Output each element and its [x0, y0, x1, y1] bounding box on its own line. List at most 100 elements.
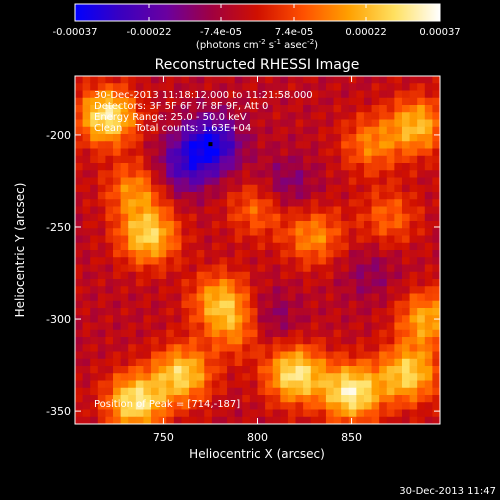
heatmap-cell: [211, 402, 220, 410]
heatmap-cell: [287, 271, 296, 280]
heatmap-cell: [257, 308, 266, 316]
heatmap-cell: [417, 344, 426, 352]
heatmap-cell: [135, 148, 144, 157]
heatmap-cell: [128, 184, 137, 193]
heatmap-cell: [303, 373, 312, 381]
heatmap-cell: [303, 315, 312, 323]
heatmap-cell: [151, 286, 160, 294]
heatmap-cell: [181, 163, 190, 171]
heatmap-cell: [173, 322, 182, 331]
heatmap-cell: [227, 271, 236, 280]
heatmap-cell: [189, 257, 198, 265]
heatmap-cell: [295, 293, 304, 302]
heatmap-cell: [135, 134, 144, 142]
heatmap-cell: [211, 308, 220, 316]
heatmap-cell: [204, 199, 213, 207]
heatmap-cell: [242, 293, 251, 302]
heatmap-cell: [341, 257, 350, 265]
heatmap-cell: [401, 242, 410, 251]
heatmap-cell: [97, 315, 106, 323]
heatmap-cell: [166, 271, 175, 280]
heatmap-cell: [173, 380, 182, 389]
heatmap-cell: [303, 76, 312, 84]
heatmap-cell: [341, 221, 350, 229]
heatmap-cell: [211, 329, 220, 338]
heatmap-cell: [82, 351, 91, 360]
heatmap-cell: [280, 264, 289, 273]
heatmap-cell: [287, 163, 296, 171]
heatmap-cell: [113, 184, 122, 193]
heatmap-cell: [401, 337, 410, 345]
heatmap-cell: [242, 126, 251, 135]
heatmap-cell: [234, 257, 243, 265]
heatmap-cell: [105, 126, 114, 135]
heatmap-cell: [295, 416, 304, 425]
heatmap-cell: [341, 373, 350, 381]
heatmap-cell: [90, 402, 99, 410]
heatmap-cell: [363, 141, 372, 149]
heatmap-cell: [128, 126, 137, 135]
heatmap-cell: [234, 358, 243, 367]
heatmap-cell: [333, 257, 342, 265]
heatmap-cell: [135, 402, 144, 410]
heatmap-cell: [219, 112, 228, 120]
heatmap-cell: [166, 344, 175, 352]
heatmap-cell: [82, 119, 91, 128]
heatmap-cell: [295, 170, 304, 178]
colorbar-unit-label: (photons cm-2 s-1 asec-2): [196, 38, 318, 51]
heatmap-cell: [394, 184, 403, 193]
heatmap-cell: [113, 322, 122, 331]
heatmap-cell: [280, 337, 289, 345]
heatmap-cell: [75, 177, 83, 186]
heatmap-cell: [120, 213, 129, 222]
annotation-detectors: Detectors: 3F 5F 6F 7F 8F 9F, Att 0: [94, 101, 268, 112]
heatmap-cell: [424, 177, 433, 186]
heatmap-cell: [113, 235, 122, 244]
heatmap-cell: [318, 76, 327, 84]
heatmap-cell: [234, 213, 243, 222]
heatmap-cell: [234, 134, 243, 142]
heatmap-cell: [265, 308, 274, 316]
heatmap-cell: [120, 177, 129, 186]
heatmap-cell: [234, 199, 243, 207]
heatmap-cell: [356, 199, 365, 207]
heatmap-cell: [204, 366, 213, 374]
heatmap-cell: [158, 380, 167, 389]
heatmap-cell: [386, 221, 395, 229]
heatmap-cell: [417, 402, 426, 410]
heatmap-cell: [90, 337, 99, 345]
heatmap-cell: [105, 163, 114, 171]
heatmap-cell: [151, 83, 160, 91]
heatmap-cell: [151, 213, 160, 222]
heatmap-cell: [242, 163, 251, 171]
heatmap-cell: [75, 199, 83, 207]
heatmap-cell: [310, 163, 319, 171]
heatmap-cell: [394, 221, 403, 229]
heatmap-cell: [325, 105, 334, 113]
heatmap-cell: [158, 213, 167, 222]
heatmap-cell: [333, 250, 342, 258]
heatmap-cell: [158, 322, 167, 331]
heatmap-cell: [341, 279, 350, 287]
heatmap-cell: [417, 235, 426, 244]
heatmap-cell: [196, 366, 205, 374]
heatmap-cell: [181, 112, 190, 120]
heatmap-cell: [128, 221, 137, 229]
heatmap-cell: [363, 213, 372, 222]
heatmap-cell: [135, 344, 144, 352]
heatmap-cell: [196, 184, 205, 193]
heatmap-cell: [401, 119, 410, 128]
heatmap-cell: [181, 416, 190, 425]
heatmap-cell: [249, 221, 258, 229]
heatmap-cell: [242, 184, 251, 193]
heatmap-cell: [348, 300, 357, 309]
heatmap-cell: [135, 308, 144, 316]
heatmap-cell: [333, 221, 342, 229]
heatmap-cell: [75, 184, 83, 193]
heatmap-cell: [333, 235, 342, 244]
heatmap-cell: [90, 119, 99, 128]
heatmap-cell: [82, 416, 91, 425]
heatmap-cell: [257, 141, 266, 149]
heatmap-cell: [310, 351, 319, 360]
heatmap-cell: [265, 250, 274, 258]
